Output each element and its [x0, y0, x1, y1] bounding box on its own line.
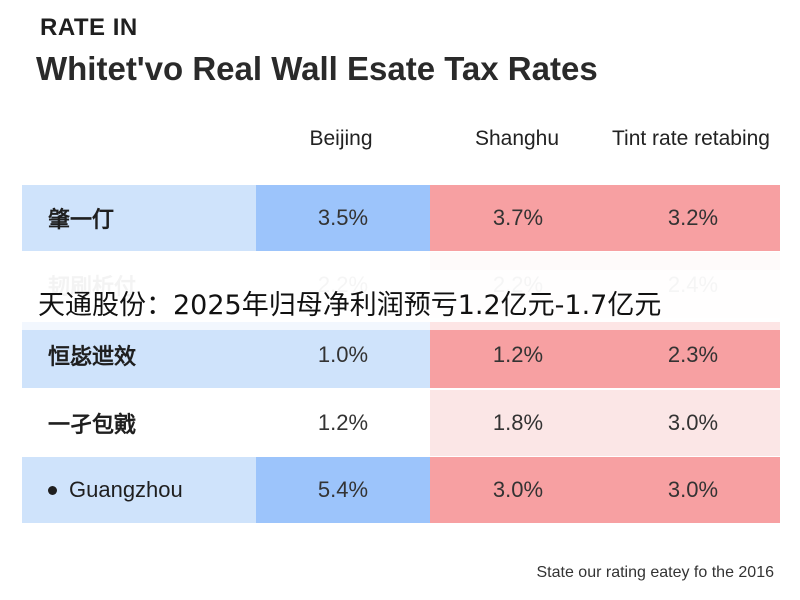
news-banner-text: 天通股份：2025年归母净利润预亏1.2亿元-1.7亿元: [38, 290, 662, 321]
rate-cell: 3.0%: [430, 457, 606, 523]
rate-cell: 1.2%: [430, 322, 606, 388]
bullet-icon: [48, 485, 57, 495]
rate-cell: 3.0%: [606, 457, 780, 523]
rate-cell: 1.0%: [256, 322, 430, 388]
rate-cell: 5.4%: [256, 457, 430, 523]
rate-cell: 3.0%: [606, 390, 780, 456]
table-row: 恒毖迣效 1.0% 1.2% 2.3%: [22, 322, 780, 388]
row-label: Guangzhou: [22, 457, 256, 523]
rate-cell: 2.3%: [606, 322, 780, 388]
rate-cell: 3.2%: [606, 185, 780, 251]
table-row: 一孑包戭 1.2% 1.8% 3.0%: [22, 390, 780, 456]
column-header-beijing: Beijing: [309, 127, 373, 150]
row-label-text: 恒毖迣效: [48, 344, 137, 369]
row-label: 恒毖迣效: [22, 322, 256, 388]
rate-cell: 1.8%: [430, 390, 606, 456]
row-label-text: 肇一仃: [48, 207, 115, 232]
rate-cell: 1.2%: [256, 390, 430, 456]
row-label: 肇一仃: [22, 185, 256, 251]
row-label: 一孑包戭: [22, 390, 256, 456]
column-header-shanghu: Shanghu: [474, 127, 560, 150]
rate-cell: 3.7%: [430, 185, 606, 251]
chart-title: Whitet'vo Real Wall Esate Tax Rates: [36, 50, 598, 87]
row-label-text: Guangzhou: [69, 477, 183, 502]
table-row: Guangzhou 5.4% 3.0% 3.0%: [22, 457, 780, 523]
column-header-tint-rate: Tint rate retabing: [612, 127, 770, 150]
news-banner-overlay: [0, 270, 800, 330]
chart-footnote: State our rating eatey fo the 2016: [536, 564, 775, 581]
chart-kicker: RATE IN: [40, 14, 138, 41]
rate-cell: 3.5%: [256, 185, 430, 251]
table-row: 肇一仃 3.5% 3.7% 3.2%: [22, 185, 780, 251]
row-label-text: 一孑包戭: [48, 412, 137, 437]
